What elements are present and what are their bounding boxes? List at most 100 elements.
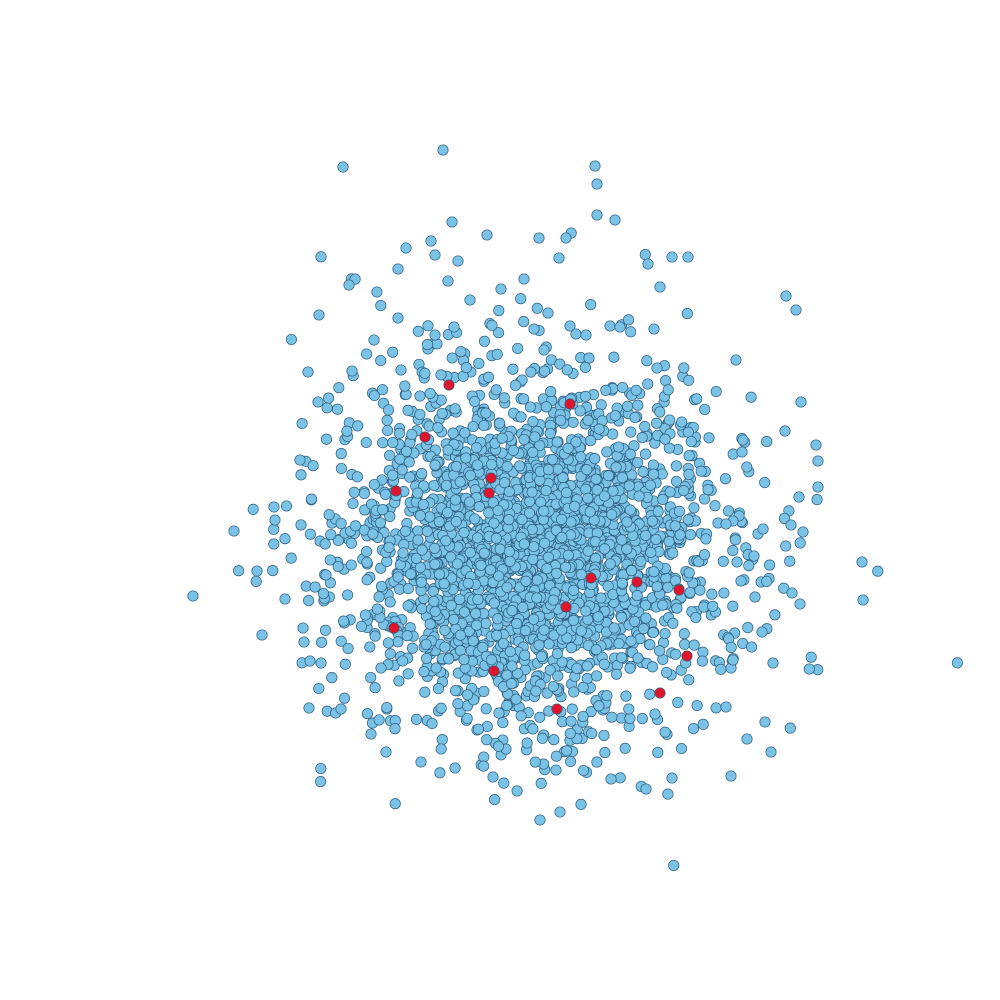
data-point xyxy=(811,494,823,506)
data-point xyxy=(745,391,757,403)
data-point xyxy=(535,777,547,789)
data-point xyxy=(601,690,613,702)
data-point xyxy=(414,390,426,402)
data-point xyxy=(315,657,327,669)
data-point xyxy=(491,613,504,625)
data-point xyxy=(228,525,240,537)
data-point xyxy=(542,307,554,319)
data-point xyxy=(662,581,674,593)
data-point xyxy=(646,515,658,527)
data-point xyxy=(439,641,451,653)
data-point xyxy=(416,603,428,615)
data-point xyxy=(639,421,651,433)
data-point xyxy=(581,464,593,476)
data-point xyxy=(589,160,601,172)
data-point xyxy=(400,242,412,254)
highlight-point xyxy=(485,472,497,484)
data-point xyxy=(696,655,708,667)
data-point xyxy=(560,232,572,244)
data-point xyxy=(687,723,700,735)
data-point xyxy=(251,565,263,577)
data-point xyxy=(725,641,737,653)
data-point xyxy=(320,433,333,445)
data-point xyxy=(527,723,539,735)
data-point xyxy=(412,487,424,499)
data-point xyxy=(518,273,530,285)
data-point xyxy=(544,664,556,676)
data-point xyxy=(346,365,358,377)
data-point xyxy=(269,514,281,526)
data-point xyxy=(527,416,539,428)
data-point xyxy=(590,473,602,485)
data-point xyxy=(531,592,543,604)
data-point xyxy=(548,629,560,641)
data-point xyxy=(591,756,603,768)
data-point xyxy=(452,255,464,267)
data-point xyxy=(622,400,634,412)
data-point xyxy=(605,773,617,785)
data-point xyxy=(592,611,604,623)
data-point xyxy=(538,624,550,636)
data-point xyxy=(584,506,596,518)
data-point xyxy=(608,351,620,363)
data-point xyxy=(490,384,502,396)
highlight-point xyxy=(654,687,666,699)
data-point xyxy=(280,500,293,512)
data-point xyxy=(496,432,508,444)
data-point xyxy=(527,446,539,458)
data-point xyxy=(324,554,336,566)
data-point xyxy=(786,587,798,599)
data-point xyxy=(473,501,485,513)
data-point xyxy=(414,510,426,522)
data-point xyxy=(530,685,542,697)
data-point xyxy=(313,682,325,695)
data-point xyxy=(501,669,513,681)
data-point xyxy=(434,767,446,779)
data-point xyxy=(341,425,353,437)
data-point xyxy=(454,593,466,605)
data-point xyxy=(379,488,392,500)
data-point xyxy=(462,577,474,589)
data-point xyxy=(702,484,714,496)
data-point xyxy=(440,535,452,547)
data-point xyxy=(568,686,580,698)
data-point xyxy=(375,355,387,367)
data-point xyxy=(637,466,649,478)
data-point xyxy=(521,737,533,749)
data-point xyxy=(373,714,385,726)
data-point xyxy=(503,486,515,498)
data-point xyxy=(429,329,441,341)
data-point xyxy=(302,366,314,378)
data-point xyxy=(435,702,447,714)
data-point xyxy=(565,755,577,768)
highlight-point xyxy=(443,379,455,391)
data-point xyxy=(663,536,675,548)
data-point xyxy=(575,451,587,463)
data-point xyxy=(485,654,498,666)
data-point xyxy=(533,639,545,651)
data-point xyxy=(619,742,631,754)
data-point xyxy=(507,363,519,375)
data-point xyxy=(644,688,656,700)
data-point xyxy=(511,618,523,630)
data-point xyxy=(418,666,430,678)
data-point xyxy=(794,537,806,549)
data-point xyxy=(279,533,291,545)
data-point xyxy=(707,600,719,612)
data-point xyxy=(464,547,476,559)
data-point xyxy=(494,417,506,429)
data-point xyxy=(857,594,869,606)
data-point xyxy=(448,321,460,333)
data-point xyxy=(449,762,461,774)
data-point xyxy=(399,380,411,392)
data-point xyxy=(610,668,623,680)
data-point xyxy=(491,629,503,641)
data-point xyxy=(501,700,513,712)
data-point xyxy=(361,574,373,586)
data-point xyxy=(767,657,779,669)
data-point xyxy=(666,772,678,784)
data-point xyxy=(305,493,318,505)
data-point xyxy=(647,661,659,673)
data-point xyxy=(524,401,536,413)
data-point xyxy=(481,734,493,746)
